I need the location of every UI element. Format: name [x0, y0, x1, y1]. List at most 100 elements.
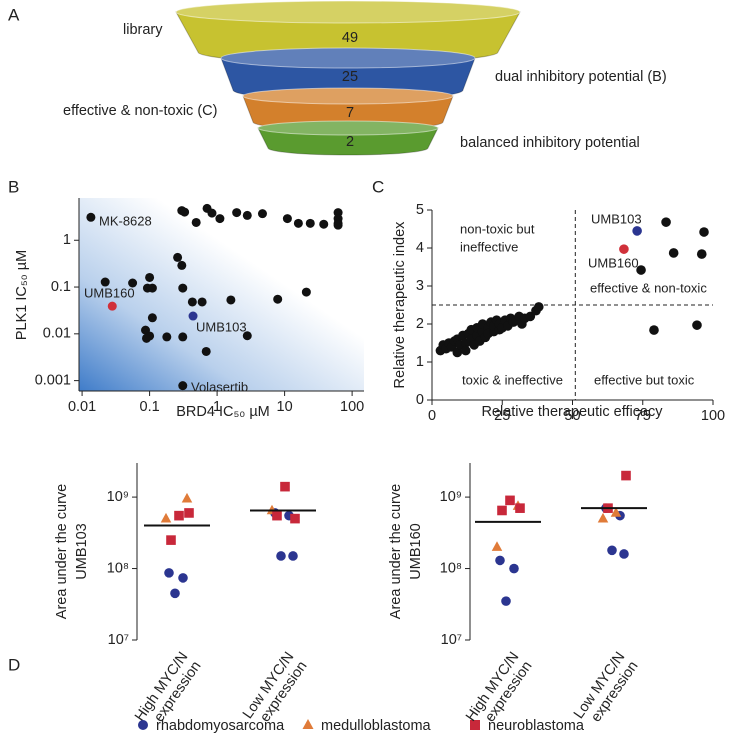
- data-point: [597, 512, 609, 523]
- x-axis-label: BRD4 IC₅₀ µM: [176, 404, 270, 420]
- data-point: [178, 381, 188, 391]
- y-tick-label: 10⁷: [108, 632, 129, 648]
- data-point: [242, 331, 252, 341]
- stage-value: 25: [342, 69, 358, 85]
- legend-label: medulloblastoma: [321, 718, 432, 734]
- data-point: [164, 568, 174, 578]
- y-tick-label: 1: [63, 232, 71, 248]
- x-tick-label: 0: [428, 408, 436, 424]
- data-point: [273, 294, 283, 304]
- funnel-stage-top: [242, 87, 454, 105]
- funnel-highlight: [176, 1, 520, 23]
- data-point: [187, 297, 197, 307]
- data-point: [226, 295, 236, 305]
- data-point: [696, 249, 707, 259]
- stage-label: balanced inhibitory potential: [460, 135, 640, 151]
- stage-value: 2: [346, 134, 354, 150]
- data-point: [178, 573, 188, 583]
- data-point: [188, 311, 198, 321]
- data-point: [160, 512, 172, 523]
- region-label: ineffective: [460, 239, 518, 254]
- data-point: [280, 481, 290, 492]
- y-axis-label: Relative therapeutic index: [392, 221, 408, 389]
- data-point: [305, 218, 315, 228]
- data-point: [533, 302, 544, 312]
- annotation: UMB103: [591, 211, 642, 226]
- annotation: MK-8628: [99, 213, 152, 228]
- data-point: [649, 325, 659, 335]
- data-point: [515, 503, 525, 513]
- data-point: [177, 260, 187, 270]
- data-point: [181, 492, 193, 503]
- region-label: effective & non-toxic: [590, 280, 707, 295]
- stage-value: 7: [346, 105, 354, 121]
- y-axis-label: PLK1 IC₅₀ µM: [14, 250, 30, 340]
- data-point: [497, 505, 507, 516]
- data-point: [242, 210, 252, 220]
- x-tick-label: 25: [494, 408, 510, 424]
- data-point: [170, 588, 180, 599]
- annotation: UMB160: [84, 285, 135, 300]
- x-tick-label: 1: [213, 399, 221, 415]
- data-point: [333, 220, 343, 230]
- data-point: [491, 541, 503, 551]
- data-point: [505, 495, 515, 506]
- data-point: [509, 563, 519, 574]
- data-point: [272, 510, 282, 521]
- y-tick-label: 10⁸: [440, 560, 462, 576]
- data-point: [293, 218, 303, 228]
- x-tick-label: 100: [340, 399, 364, 415]
- x-tick-label: 0.1: [140, 399, 160, 415]
- data-point: [128, 278, 138, 288]
- data-point: [452, 347, 463, 358]
- data-point: [607, 545, 617, 556]
- legend-label: rhabdomyosarcoma: [156, 718, 285, 734]
- stage-label: dual inhibitory potential (B): [495, 69, 667, 85]
- data-point: [501, 596, 511, 606]
- funnel-stage-top: [220, 47, 476, 69]
- legend-marker: [470, 720, 480, 730]
- funnel-highlight: [258, 121, 438, 135]
- data-point: [692, 320, 702, 330]
- data-point: [621, 470, 631, 481]
- y-tick-label: 10⁷: [441, 632, 462, 648]
- stage-label: library: [123, 22, 163, 38]
- y-tick-label: 4: [416, 240, 424, 256]
- data-point: [174, 510, 184, 521]
- data-point: [86, 212, 96, 222]
- data-point: [661, 217, 671, 227]
- data-point: [166, 535, 176, 545]
- data-point: [178, 332, 188, 342]
- panel-label: B: [8, 177, 19, 196]
- data-point: [288, 551, 298, 561]
- y-axis-label: Area under the curve: [54, 484, 70, 619]
- annotation: UMB103: [196, 319, 247, 334]
- data-point: [257, 209, 267, 219]
- data-point: [178, 283, 188, 293]
- data-point: [142, 333, 152, 343]
- x-tick-label: 75: [635, 408, 651, 424]
- plot-background: [79, 198, 364, 391]
- data-point: [276, 551, 286, 561]
- data-point: [215, 214, 225, 224]
- x-tick-label: 0.01: [68, 399, 96, 415]
- data-point: [232, 208, 242, 218]
- data-point: [632, 226, 642, 236]
- stage-value: 49: [342, 30, 358, 46]
- y-tick-label: 1: [416, 354, 424, 370]
- y-tick-label: 2: [416, 316, 424, 332]
- region-label: non-toxic but: [460, 221, 535, 236]
- y-axis-label: UMB160: [408, 523, 424, 579]
- data-point: [162, 332, 172, 342]
- data-point: [699, 227, 709, 237]
- legend-marker: [138, 720, 148, 730]
- data-point: [460, 345, 471, 356]
- data-point: [197, 297, 207, 307]
- funnel-highlight: [221, 48, 475, 68]
- y-tick-label: 0: [416, 392, 424, 408]
- y-tick-label: 10⁹: [440, 489, 462, 505]
- data-point: [619, 549, 629, 559]
- legend-label: neuroblastoma: [488, 718, 585, 734]
